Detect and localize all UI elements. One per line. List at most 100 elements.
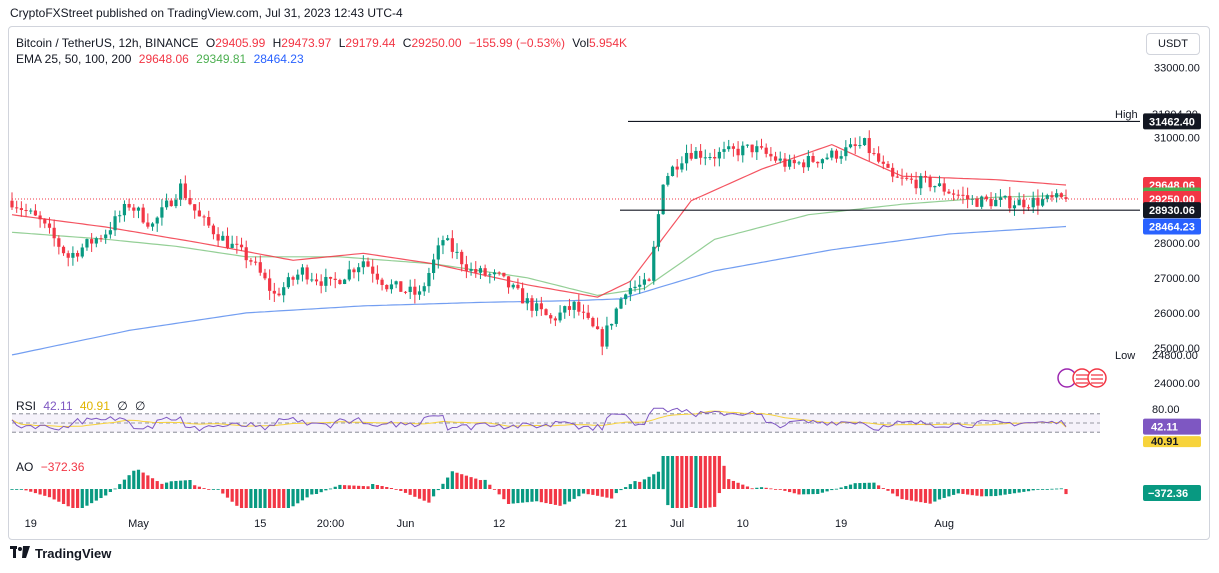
candle bbox=[525, 298, 529, 304]
candle bbox=[834, 150, 839, 159]
ao-bar bbox=[375, 485, 379, 489]
candle bbox=[94, 238, 98, 244]
currency-button[interactable]: USDT bbox=[1146, 33, 1200, 55]
ao-bar bbox=[614, 489, 618, 494]
ao-bar bbox=[577, 489, 581, 497]
y-tick-label: 26000.00 bbox=[1154, 308, 1200, 320]
ao-bar bbox=[1022, 489, 1026, 492]
ao-bar bbox=[249, 489, 253, 508]
ao-bar bbox=[956, 489, 960, 494]
candle bbox=[488, 274, 492, 276]
candle bbox=[422, 286, 426, 292]
candle bbox=[413, 286, 417, 295]
candle bbox=[253, 261, 258, 263]
rsi-empty-1: ∅ bbox=[117, 399, 128, 413]
event-icons[interactable] bbox=[1057, 368, 1107, 388]
footer-brand: TradingView bbox=[10, 546, 111, 561]
ao-bar bbox=[989, 489, 993, 497]
candle bbox=[197, 210, 201, 217]
ao-bar bbox=[244, 489, 248, 508]
ao-bar bbox=[47, 489, 52, 498]
candle bbox=[628, 288, 632, 295]
high-label: H bbox=[272, 36, 282, 50]
ao-bar bbox=[497, 489, 501, 495]
ao-bar bbox=[722, 465, 726, 489]
candle bbox=[357, 267, 361, 273]
candle bbox=[581, 311, 586, 313]
candle bbox=[928, 176, 932, 188]
ao-bar bbox=[891, 489, 895, 494]
ao-bar bbox=[408, 489, 412, 495]
candle bbox=[778, 158, 782, 161]
footer-brand-text: TradingView bbox=[35, 546, 112, 561]
ao-bar bbox=[361, 486, 365, 489]
candle bbox=[385, 284, 389, 290]
candle bbox=[193, 204, 197, 211]
ao-bar bbox=[928, 489, 932, 504]
candle bbox=[258, 262, 262, 273]
ao-bar bbox=[464, 475, 468, 489]
ao-bar bbox=[778, 489, 782, 490]
candle bbox=[614, 308, 618, 324]
ao-bar bbox=[1055, 488, 1059, 490]
candle bbox=[1008, 195, 1012, 209]
ao-bar bbox=[638, 481, 642, 489]
ao-bar bbox=[113, 488, 117, 490]
ao-bar bbox=[689, 456, 693, 507]
candle bbox=[57, 238, 61, 247]
candle bbox=[80, 247, 84, 257]
candle bbox=[10, 200, 14, 208]
rsi-tag-label: 42.11 bbox=[1151, 422, 1178, 434]
ao-bar bbox=[628, 484, 632, 489]
ao-bar bbox=[118, 484, 122, 489]
us-flag-icon[interactable] bbox=[1087, 368, 1107, 388]
ao-bar bbox=[328, 488, 333, 490]
ao-bar bbox=[951, 489, 956, 495]
candle bbox=[544, 309, 548, 316]
candle bbox=[90, 239, 94, 244]
candle bbox=[666, 176, 670, 185]
candle bbox=[502, 272, 506, 277]
candle bbox=[235, 243, 239, 245]
ao-bar bbox=[717, 456, 721, 494]
candle bbox=[71, 252, 75, 258]
ao-bar bbox=[806, 489, 810, 495]
candle bbox=[352, 269, 356, 273]
ao-bar bbox=[975, 489, 979, 496]
candle bbox=[900, 177, 904, 179]
candle bbox=[305, 267, 309, 280]
ao-bar bbox=[450, 471, 454, 489]
ao-bar bbox=[675, 456, 679, 508]
candle bbox=[183, 183, 187, 199]
ao-bar bbox=[132, 470, 136, 489]
ao-bar bbox=[1050, 488, 1054, 490]
candle bbox=[450, 238, 454, 252]
ao-bar bbox=[403, 489, 408, 493]
rsi-line bbox=[11, 407, 1067, 432]
candle bbox=[652, 246, 656, 281]
candle bbox=[99, 238, 103, 240]
price-tag-label: 28464.23 bbox=[1149, 222, 1195, 234]
candle bbox=[600, 329, 604, 347]
candle bbox=[975, 198, 979, 207]
close-value: 29250.00 bbox=[411, 36, 462, 50]
ao-bar bbox=[858, 483, 862, 489]
ao-bar bbox=[174, 480, 178, 489]
candle bbox=[511, 284, 515, 288]
candle bbox=[179, 183, 183, 200]
ao-bar bbox=[469, 477, 473, 489]
candle bbox=[314, 279, 319, 282]
ao-bar bbox=[296, 489, 300, 504]
ao-bar bbox=[492, 489, 497, 490]
candle bbox=[610, 323, 614, 326]
candle bbox=[85, 239, 89, 248]
candle bbox=[624, 294, 628, 300]
ao-bar bbox=[371, 484, 375, 489]
candle bbox=[684, 152, 689, 164]
ao-bar bbox=[436, 489, 440, 491]
candle bbox=[895, 176, 899, 178]
ao-bar bbox=[764, 487, 768, 489]
ao-bar bbox=[647, 476, 651, 489]
ao-bar bbox=[535, 489, 539, 502]
candle bbox=[792, 159, 796, 164]
